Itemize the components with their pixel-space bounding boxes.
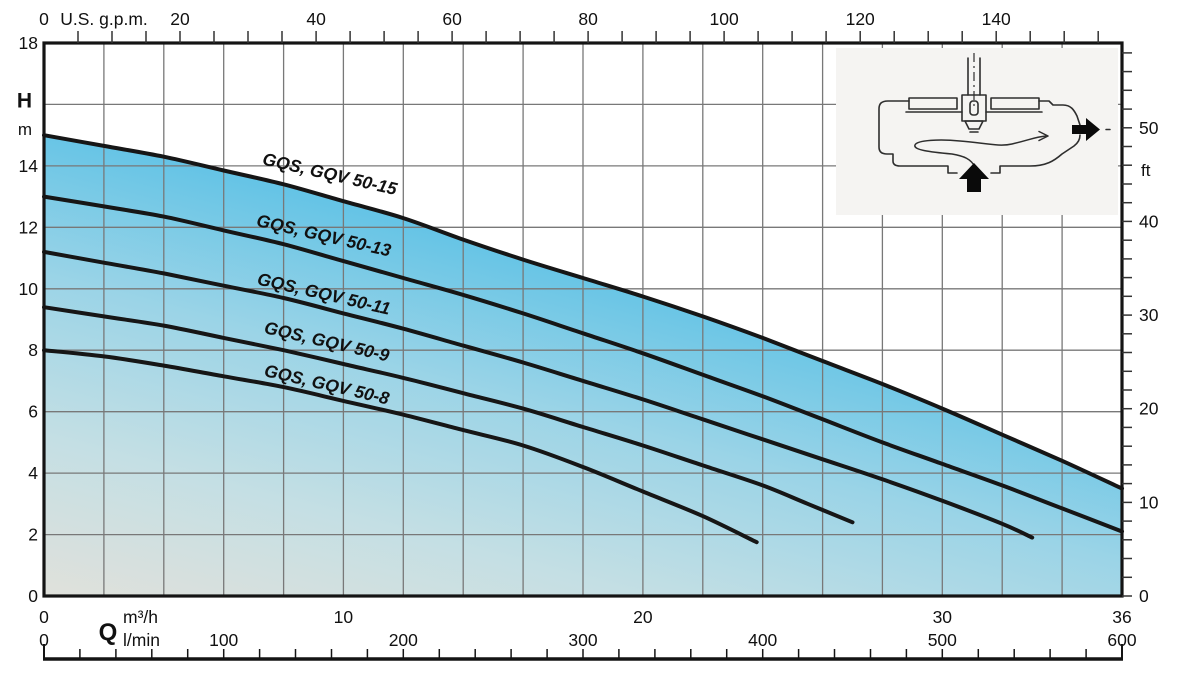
svg-text:14: 14 <box>19 156 39 176</box>
svg-text:20: 20 <box>170 9 190 29</box>
svg-text:18: 18 <box>19 33 38 53</box>
curve-0 <box>42 133 1124 491</box>
left-axis-title: H <box>17 90 32 113</box>
svg-text:4: 4 <box>28 463 38 483</box>
svg-text:8: 8 <box>28 340 38 360</box>
svg-text:30: 30 <box>1139 305 1159 325</box>
svg-text:10: 10 <box>1139 492 1159 512</box>
svg-text:600: 600 <box>1107 630 1136 650</box>
svg-text:300: 300 <box>568 630 597 650</box>
shaft-nut <box>964 120 984 130</box>
left-axis-unit: m <box>18 120 32 139</box>
svg-text:200: 200 <box>389 630 418 650</box>
svg-text:40: 40 <box>306 9 326 29</box>
outlet-right-arrow <box>1072 118 1100 141</box>
svg-text:500: 500 <box>928 630 957 650</box>
curve-4 <box>42 348 759 545</box>
flow-path-arrow <box>914 128 1111 168</box>
curve-1 <box>42 194 1124 534</box>
flow-unit-lmin: l/min <box>123 630 160 650</box>
left-axis-head-m: 18 14 12 10 8 6 4 2 0 Hm <box>17 33 38 606</box>
svg-text:400: 400 <box>748 630 777 650</box>
lmin-ruler <box>43 644 1123 661</box>
right-axis-unit: ft <box>1141 161 1151 180</box>
pump-curves <box>42 133 1124 545</box>
hub-slot <box>969 100 979 116</box>
svg-text:0: 0 <box>1139 586 1149 606</box>
svg-text:36: 36 <box>1112 607 1131 627</box>
svg-text:140: 140 <box>982 9 1011 29</box>
top-axis-unit: U.S. g.p.m. <box>60 9 148 29</box>
right-axis-ft: 50 40 30 20 10 0 ft <box>1122 52 1159 606</box>
flow-unit-m3h: m³/h <box>123 607 158 627</box>
svg-text:100: 100 <box>209 630 238 650</box>
svg-text:12: 12 <box>19 217 38 237</box>
plot-border <box>42 41 1124 598</box>
impeller-left-vane <box>908 97 958 110</box>
svg-text:6: 6 <box>28 402 38 422</box>
pump-housing-top-right <box>1038 100 1081 130</box>
top-axis-zero: 0 <box>39 9 49 29</box>
curve-2 <box>42 249 1035 540</box>
svg-text:0: 0 <box>39 630 49 650</box>
flow-axis-title: Q <box>99 619 118 646</box>
svg-text:2: 2 <box>28 525 38 545</box>
svg-text:20: 20 <box>1139 399 1159 419</box>
svg-text:60: 60 <box>442 9 462 29</box>
svg-text:10: 10 <box>19 279 39 299</box>
svg-text:30: 30 <box>933 607 953 627</box>
pump-housing-left <box>878 100 958 174</box>
svg-text:100: 100 <box>709 9 738 29</box>
svg-text:40: 40 <box>1139 211 1159 231</box>
svg-text:10: 10 <box>334 607 354 627</box>
svg-text:20: 20 <box>633 607 653 627</box>
pump-schematic-inset <box>836 48 1118 215</box>
curve-3 <box>42 305 855 525</box>
bottom-axis-flow: 0 10 20 30 36 0 100 200 300 400 500 600 Qm³/h l/min <box>39 607 1137 661</box>
svg-text:0: 0 <box>39 607 49 627</box>
top-axis-gpm: 0 U.S. g.p.m. 20 40 60 80 100 120 140 <box>39 9 1099 43</box>
impeller-right-vane <box>990 97 1040 110</box>
inlet-up-arrow <box>959 163 989 192</box>
svg-text:120: 120 <box>846 9 875 29</box>
pump-housing-bottom-right <box>990 134 1081 174</box>
svg-text:50: 50 <box>1139 118 1159 138</box>
svg-text:80: 80 <box>578 9 598 29</box>
svg-text:0: 0 <box>28 586 38 606</box>
